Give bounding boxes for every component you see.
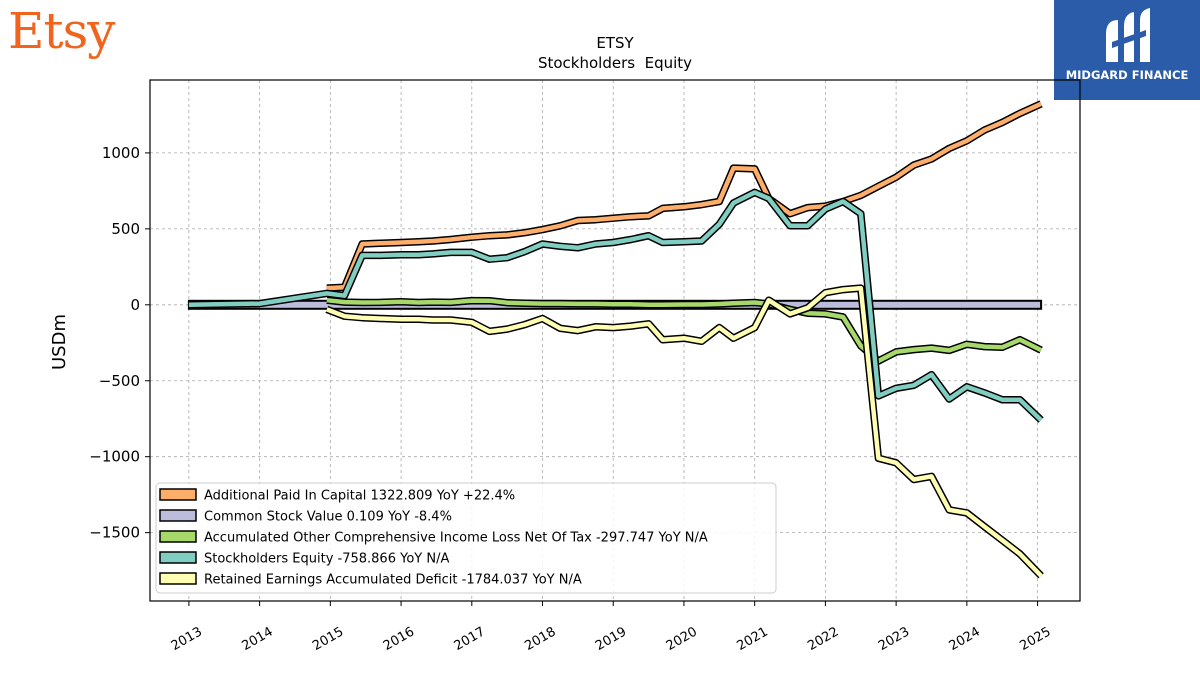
series-line: [326, 297, 1043, 364]
series-retained-earnings-accumulated-deficit: [325, 284, 1044, 579]
x-tick-label: 2019: [593, 624, 629, 654]
plot-area-frame: [149, 79, 1081, 602]
series-stockholders-equity: [188, 188, 1044, 423]
midgard-finance-logo: MIDGARD FINANCE: [1054, 0, 1200, 100]
series-line: [188, 190, 1043, 422]
x-tick-label: 2021: [735, 624, 771, 654]
y-tick-label: −1500: [89, 524, 140, 542]
y-tick-label: 500: [111, 220, 140, 238]
x-tick-label: 2025: [1017, 624, 1053, 654]
y-tick-label: 1000: [102, 144, 140, 162]
legend-label: Additional Paid In Capital 1322.809 YoY …: [204, 489, 515, 504]
y-tick-label: −500: [99, 372, 140, 390]
x-tick-label: 2017: [452, 624, 488, 654]
series-additional-paid-in-capital: [326, 100, 1043, 292]
x-tick-label: 2020: [664, 624, 700, 654]
legend-swatch: [159, 572, 197, 585]
etsy-logo: Etsy: [8, 2, 115, 60]
x-tick-label: 2013: [169, 624, 205, 654]
legend-label: Common Stock Value 0.109 YoY -8.4%: [204, 510, 452, 525]
series-lines: [187, 100, 1044, 579]
y-tick-label: 0: [130, 296, 140, 314]
x-tick-label: 2015: [310, 624, 346, 654]
legend: Additional Paid In Capital 1322.809 YoY …: [155, 482, 777, 594]
x-tick-label: 2023: [876, 624, 912, 654]
series-line: [325, 285, 1043, 578]
legend-swatch: [159, 551, 197, 564]
legend-label: Stockholders Equity -758.866 YoY N/A: [204, 552, 449, 567]
midgard-mark-icon: [1106, 8, 1150, 62]
chart-title: ETSY: [596, 34, 634, 52]
legend-swatch: [159, 509, 197, 522]
legend-label: Accumulated Other Comprehensive Income L…: [204, 531, 708, 546]
x-tick-label: 2022: [805, 624, 841, 654]
x-tick-label: 2024: [947, 624, 983, 654]
legend-swatch: [159, 530, 197, 543]
legend-box: [155, 482, 777, 594]
y-axis-label: USDm: [49, 314, 70, 370]
x-tick-label: 2014: [239, 624, 275, 654]
series-line: [326, 101, 1043, 291]
x-tick-label: 2018: [522, 624, 558, 654]
legend-label: Retained Earnings Accumulated Deficit -1…: [204, 573, 582, 588]
publisher-name: MIDGARD FINANCE: [1065, 68, 1189, 82]
x-tick-label: 2016: [381, 624, 417, 654]
legend-swatch: [159, 488, 197, 501]
series-accumulated-other-comprehensive-income-loss-net-of-tax: [326, 296, 1043, 365]
chart-subtitle: Stockholders Equity: [538, 54, 692, 72]
y-tick-label: −1000: [89, 448, 140, 466]
